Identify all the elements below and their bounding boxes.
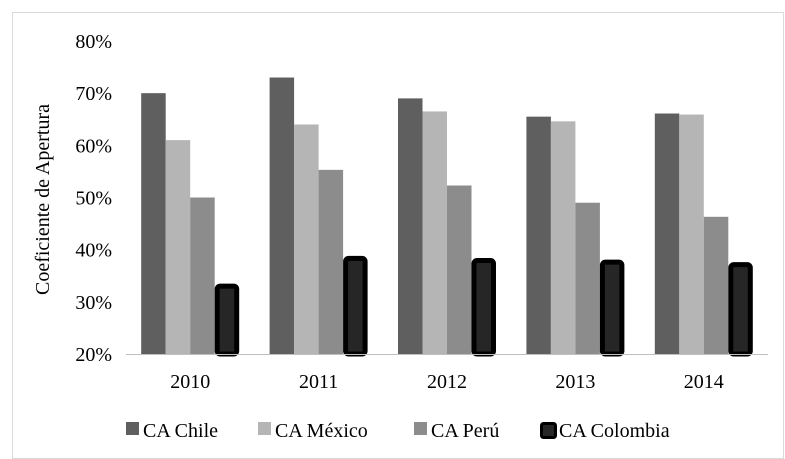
legend-item-ca-per-: CA Perú	[414, 420, 499, 442]
y-axis-title: Coeficiente de Apertura	[32, 104, 54, 295]
bar-ca-colombia-2011	[343, 255, 368, 357]
y-tick-label: 70%	[75, 83, 112, 105]
bar-ca-per--2013	[575, 202, 600, 354]
x-tick-label: 2013	[555, 371, 595, 393]
bar-ca-m-xico-2010	[165, 140, 191, 354]
legend-swatch	[540, 422, 557, 439]
bar-ca-colombia-2014	[728, 262, 753, 357]
bar-ca-colombia-2012	[471, 258, 496, 357]
y-tick-label: 30%	[75, 292, 112, 314]
x-tick-label: 2014	[684, 371, 724, 393]
legend-item-ca-chile: CA Chile	[126, 420, 218, 442]
bar-ca-m-xico-2011	[294, 124, 319, 354]
y-tick-label: 60%	[75, 135, 112, 157]
x-tick-label: 2010	[170, 371, 210, 393]
x-axis: 2010 2011 2012 2013 2014	[170, 371, 724, 393]
bar-ca-per--2010	[190, 197, 215, 354]
y-tick-label: 20%	[75, 344, 112, 366]
bar-ca-chile-2012	[398, 98, 423, 354]
legend-label: CA Perú	[431, 420, 499, 442]
bar-ca-chile-2013	[526, 116, 551, 355]
x-tick-label: 2011	[299, 371, 338, 393]
bar-ca-m-xico-2014	[679, 114, 704, 355]
legend-label: CA Colombia	[559, 420, 670, 442]
legend-swatch	[414, 422, 427, 435]
bar-ca-colombia-2010	[214, 283, 240, 357]
legend-item-ca-colombia: CA Colombia	[540, 420, 670, 442]
bar-ca-m-xico-2012	[422, 111, 447, 354]
y-axis: 20% 30% 40% 50% 60% 70% 80%	[75, 31, 112, 366]
bar-ca-m-xico-2013	[550, 121, 576, 354]
legend-item-ca-m-xico: CA México	[258, 420, 368, 442]
bar-ca-colombia-2013	[599, 259, 625, 357]
legend-swatch	[126, 422, 139, 435]
legend-label: CA México	[275, 420, 368, 442]
bar-ca-chile-2011	[269, 77, 295, 355]
bars-group	[141, 77, 753, 357]
bar-ca-per--2012	[447, 185, 472, 354]
legend: CA Chile CA México CA Perú CA Colombia	[126, 420, 670, 442]
bar-ca-per--2011	[318, 169, 344, 354]
y-tick-label: 50%	[75, 188, 112, 210]
y-tick-label: 80%	[75, 31, 112, 53]
y-tick-label: 40%	[75, 240, 112, 262]
bar-ca-chile-2010	[141, 93, 166, 355]
bar-ca-chile-2014	[654, 113, 680, 355]
bar-ca-per--2014	[703, 216, 729, 354]
x-tick-label: 2012	[427, 371, 467, 393]
legend-label: CA Chile	[143, 420, 218, 442]
legend-swatch	[258, 422, 271, 435]
